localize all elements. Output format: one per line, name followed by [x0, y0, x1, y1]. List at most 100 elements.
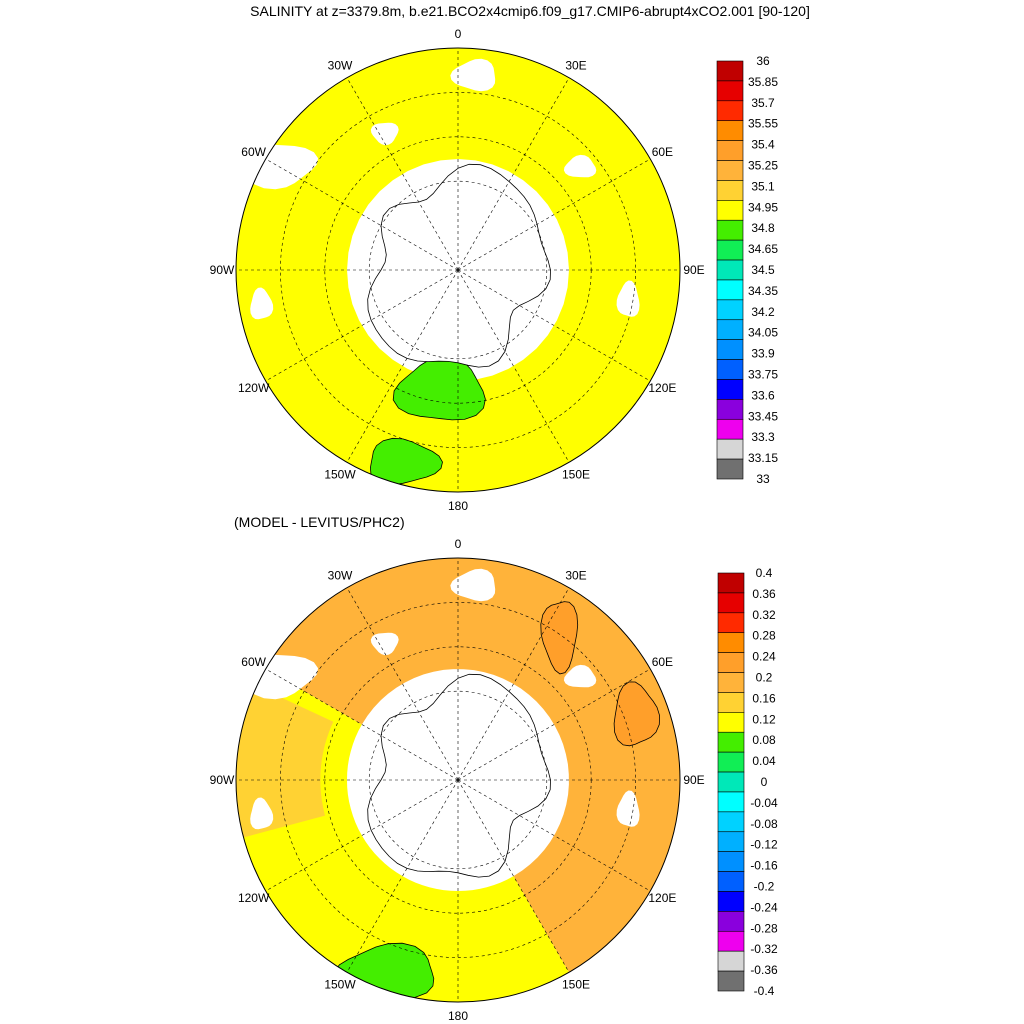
- colorbar-swatch: [716, 180, 744, 201]
- colorbar-label: 35.55: [748, 117, 778, 131]
- colorbar-label: 0.4: [756, 566, 773, 580]
- colorbar-label: -0.08: [750, 817, 778, 831]
- colorbar-label: 0.04: [752, 754, 776, 768]
- meridian-line: [457, 269, 570, 463]
- colorbar-swatch: [717, 731, 745, 753]
- colorbar-swatch: [716, 120, 744, 141]
- colorbar-swatch: [716, 359, 744, 380]
- colorbar-swatch: [716, 399, 744, 420]
- meridian-line: [346, 77, 459, 271]
- map-border: [235, 47, 681, 493]
- pacific-deep-region: [369, 437, 443, 486]
- colorbar-label: 0.24: [752, 650, 776, 664]
- land-mask-3: [616, 280, 640, 317]
- antarctica-coastline: [367, 163, 551, 368]
- land-mask-5: [250, 797, 274, 830]
- longitude-label: 0: [455, 27, 462, 41]
- atlantic-high-patch: [540, 601, 579, 675]
- colorbar-label: 33.15: [748, 451, 778, 465]
- colorbar-swatch: [716, 339, 744, 360]
- colorbar-swatch: [716, 200, 744, 221]
- meridian-line: [457, 269, 651, 382]
- colorbar-swatch: [717, 930, 745, 952]
- colorbar-swatch: [716, 458, 744, 480]
- colorbar-label: -0.24: [750, 900, 778, 914]
- salinity-colorbar: 36 35.85 35.7 35.55 35.4 35.25 35.1 34.95 34.8 34…: [716, 54, 778, 486]
- colorbar-swatch: [716, 319, 744, 340]
- longitude-label: 60W: [241, 145, 266, 159]
- longitude-label: 0: [455, 537, 462, 551]
- land-mask-2: [563, 154, 597, 178]
- colorbar-label: 0.32: [752, 608, 776, 622]
- colorbar-label: -0.2: [754, 880, 775, 894]
- colorbar-swatch: [717, 831, 745, 852]
- ocean-field: [236, 48, 680, 492]
- colorbar-label: 33.45: [748, 409, 778, 423]
- land-mask-0: [450, 58, 496, 92]
- colorbar-swatch: [717, 851, 745, 872]
- colorbar-swatch: [716, 100, 744, 122]
- colorbar-swatch: [716, 239, 744, 261]
- land-mask-2: [563, 664, 597, 688]
- latitude-circle-2: [280, 92, 636, 448]
- longitude-label: 120E: [648, 381, 676, 395]
- meridian-line: [457, 158, 651, 271]
- colorbar-swatch: [717, 970, 745, 992]
- colorbar-swatch: [717, 911, 745, 932]
- colorbar-label: 33.3: [751, 430, 775, 444]
- colorbar-label: 35.85: [748, 75, 778, 89]
- colorbar-swatch: [717, 811, 745, 833]
- colorbar-swatch: [716, 279, 744, 301]
- colorbar-label: 33.75: [748, 368, 778, 382]
- colorbar-label: 0.36: [752, 587, 776, 601]
- colorbar-swatch: [717, 632, 745, 653]
- longitude-label: 150W: [324, 977, 356, 991]
- colorbar-label: 0: [761, 775, 768, 789]
- colorbar-label: 33.6: [751, 388, 775, 402]
- colorbar-swatch: [716, 418, 744, 440]
- colorbar-label: 0.28: [752, 629, 776, 643]
- land-mask-1: [370, 632, 399, 656]
- colorbar-label: -0.16: [750, 859, 778, 873]
- colorbar-label: 34.35: [748, 284, 778, 298]
- meridian-line: [346, 269, 459, 463]
- latitude-circle-2: [280, 602, 636, 958]
- salinity-map: 0 30E 60E 90E 120E 150E 180 150W 120W 90W 60W 30W: [210, 27, 705, 513]
- difference-title: (MODEL - LEVITUS/PHC2): [234, 514, 405, 530]
- colorbar-label: -0.28: [750, 921, 778, 935]
- meridian-line: [457, 668, 651, 781]
- latitude-circle-0: [368, 690, 548, 870]
- longitude-label: 180: [448, 499, 468, 513]
- difference-map: 0 30E 60E 90E 120E 150E 180 150W 120W 90W 60W 30W: [210, 537, 705, 1023]
- meridian-line: [265, 269, 459, 382]
- longitude-label: 90E: [683, 263, 704, 277]
- colorbar-swatch: [717, 791, 745, 813]
- colorbar-label: 35.25: [748, 159, 778, 173]
- land-mask-0: [450, 568, 496, 602]
- colorbar-swatch: [717, 871, 745, 892]
- colorbar-label: 0.08: [752, 733, 776, 747]
- colorbar-swatch: [716, 80, 744, 102]
- longitude-label: 150E: [562, 467, 590, 481]
- meridian-line: [346, 779, 459, 973]
- colorbar-swatch: [717, 950, 745, 972]
- colorbar-swatch: [716, 219, 744, 241]
- meridian-line: [457, 779, 570, 973]
- meridian-line: [265, 158, 459, 271]
- meridian-line: [457, 587, 570, 781]
- longitude-label: 60W: [241, 655, 266, 669]
- colorbar-swatch: [717, 612, 745, 634]
- longitude-label: 30W: [328, 59, 353, 73]
- colorbar-label: 35.1: [751, 179, 775, 193]
- colorbar-swatch: [717, 672, 745, 693]
- longitude-label: 120E: [648, 891, 676, 905]
- longitude-label: 120W: [238, 891, 270, 905]
- colorbar-label: 33: [756, 472, 770, 486]
- colorbar-swatch: [716, 379, 744, 400]
- colorbar-label: 34.5: [751, 263, 775, 277]
- colorbar-label: -0.4: [754, 984, 775, 998]
- longitude-label: 60E: [652, 655, 673, 669]
- colorbar-swatch: [716, 259, 744, 281]
- colorbar-swatch: [717, 771, 745, 793]
